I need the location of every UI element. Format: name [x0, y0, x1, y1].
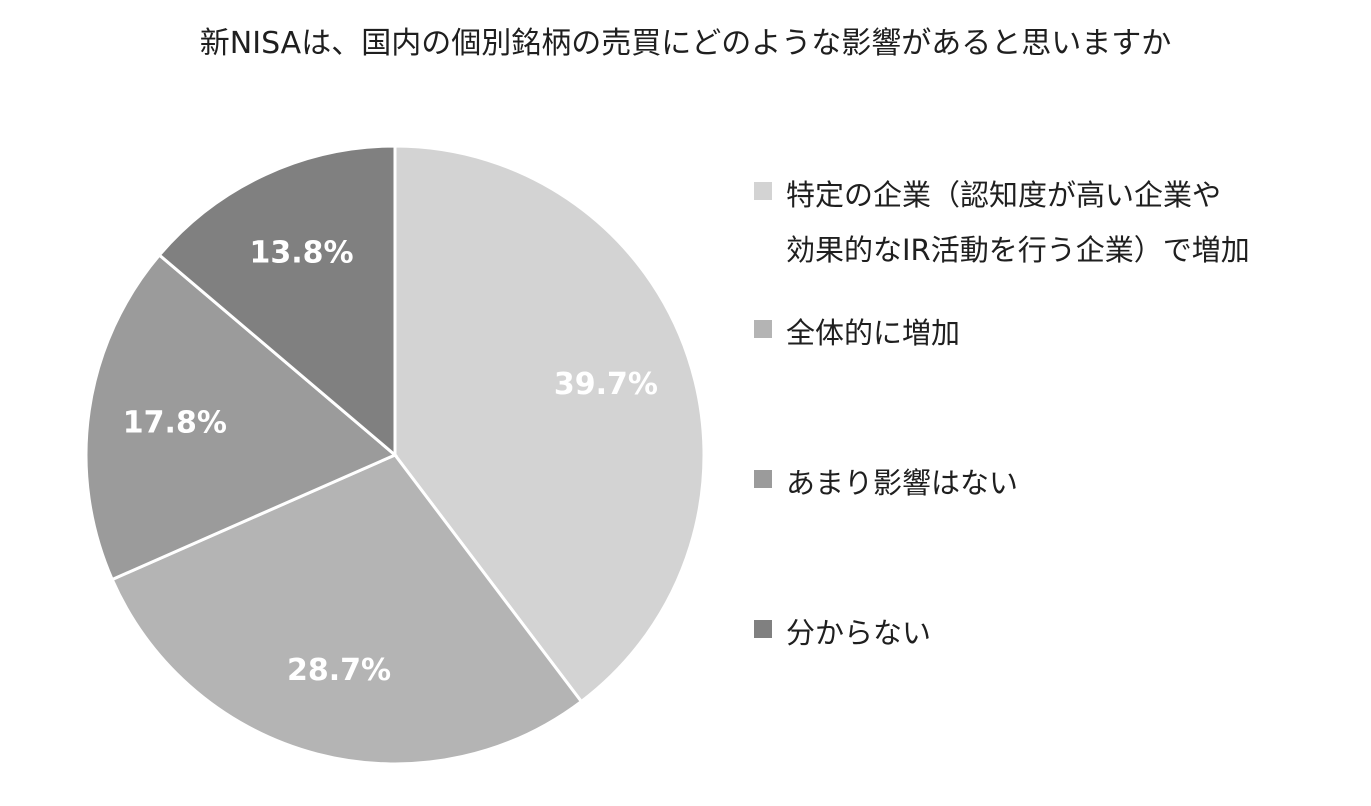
legend-item-specific-companies: 特定の企業（認知度が高い企業や 効果的なIR活動を行う企業）で増加	[754, 168, 1354, 306]
data-label-dont-know: 13.8%	[250, 236, 354, 271]
data-label-overall-increase: 28.7%	[287, 653, 391, 688]
pie-data-labels: 39.7% 28.7% 17.8% 13.8%	[123, 236, 658, 688]
data-label-little-impact: 17.8%	[123, 405, 227, 440]
data-label-specific-companies: 39.7%	[554, 367, 658, 402]
legend-swatch	[754, 182, 772, 200]
legend-item-little-impact: あまり影響はない	[754, 456, 1354, 606]
legend-label: 全体的に増加	[786, 316, 961, 350]
legend-label: 特定の企業（認知度が高い企業や 効果的なIR活動を行う企業）で増加	[786, 178, 1250, 267]
legend-swatch	[754, 620, 772, 638]
pie-slice-dont-know	[157, 144, 397, 459]
pie-slice-specific-companies	[393, 144, 706, 704]
legend-label: 分からない	[786, 616, 932, 650]
chart-title: 新NISAは、国内の個別銘柄の売買にどのような影響があると思いますか	[199, 26, 1172, 61]
pie-slices	[84, 144, 706, 766]
legend-swatch	[754, 470, 772, 488]
legend-swatch	[754, 320, 772, 338]
legend-item-dont-know: 分からない	[754, 606, 1354, 661]
legend: 特定の企業（認知度が高い企業や 効果的なIR活動を行う企業）で増加 全体的に増加…	[754, 168, 1354, 661]
pie-slice-little-impact	[84, 252, 398, 582]
legend-label: あまり影響はない	[786, 466, 1019, 500]
legend-item-overall-increase: 全体的に増加	[754, 306, 1354, 456]
pie-slice-overall-increase	[110, 453, 584, 766]
